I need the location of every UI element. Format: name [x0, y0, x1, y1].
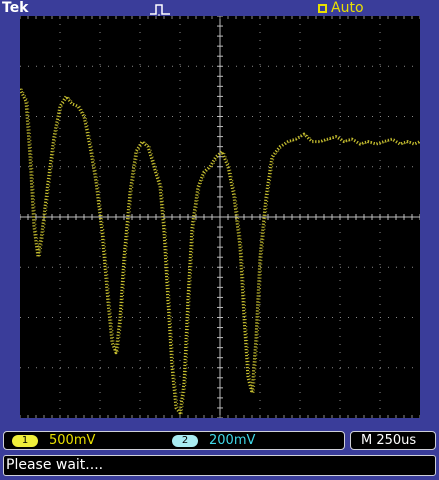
trigger-ready-icon: [318, 3, 327, 13]
trigger-status-text: Auto: [331, 0, 364, 16]
waveform-screen: [20, 16, 420, 418]
ch1-waveform-trace-shadow: [21, 88, 420, 415]
ch1-badge[interactable]: 1: [12, 435, 38, 447]
ch2-scale: 200mV: [209, 433, 256, 448]
graticule: [20, 16, 420, 418]
trigger-status: Auto: [318, 0, 364, 16]
ch1-waveform-trace: [20, 88, 420, 415]
top-status-bar: Tek Auto: [0, 0, 439, 18]
pulse-icon: [150, 4, 170, 16]
channel-status-bar: 1 500mV 2 200mV M 250us: [0, 431, 439, 451]
channel-readout[interactable]: 1 500mV 2 200mV: [3, 431, 345, 450]
message-text: Please wait....: [6, 457, 104, 473]
timebase-readout[interactable]: M 250us: [350, 431, 436, 450]
timebase-scale: M 250us: [361, 433, 417, 448]
ch1-scale: 500mV: [49, 433, 96, 448]
brand-label: Tek: [2, 0, 29, 16]
message-bar: Please wait....: [3, 455, 436, 476]
ch2-badge[interactable]: 2: [172, 435, 198, 447]
